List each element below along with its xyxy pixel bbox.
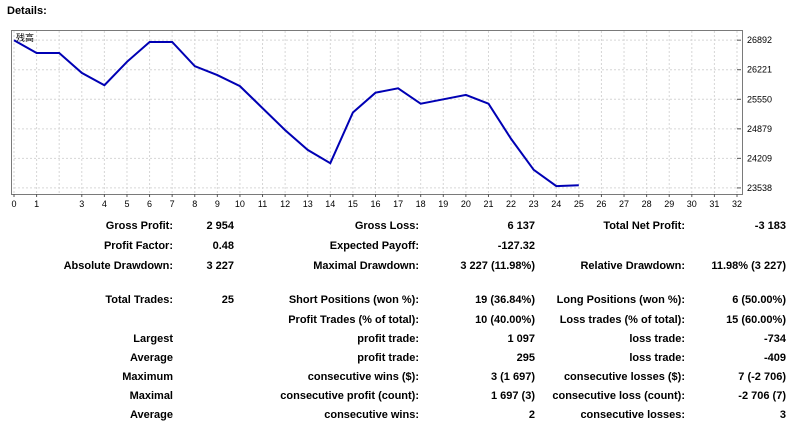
stat-label: Total Trades: [105, 294, 173, 306]
stat-label: Profit Trades (% of total): [288, 314, 419, 326]
stat-value: 7 (-2 706) [738, 371, 786, 383]
chart-grid-horizontal [14, 39, 737, 189]
x-tick-label: 18 [416, 199, 426, 209]
stat-value: -2 706 (7) [738, 390, 786, 402]
stat-label: Loss trades (% of total): [559, 314, 685, 326]
x-tick-label: 29 [664, 199, 674, 209]
x-tick-label: 19 [438, 199, 448, 209]
details-title: Details: [7, 5, 47, 17]
stat-value: -127.32 [497, 240, 535, 252]
x-tick-label: 24 [551, 199, 561, 209]
stat-value: 295 [516, 352, 535, 364]
x-tick-label: 13 [303, 199, 313, 209]
x-tick-label: 25 [574, 199, 584, 209]
x-tick-label: 0 [11, 199, 16, 209]
y-tick-label: 24209 [747, 153, 772, 163]
x-tick-label: 32 [732, 199, 742, 209]
x-tick-label: 21 [483, 199, 493, 209]
stat-label: Total Net Profit: [603, 220, 685, 232]
x-tick-label: 15 [348, 199, 358, 209]
x-tick-label: 4 [102, 199, 107, 209]
chart-grid-vertical [13, 31, 738, 194]
stat-label: Maximum [122, 371, 173, 383]
stat-value: 19 (36.84%) [475, 294, 535, 306]
y-tick-label: 24879 [747, 124, 772, 134]
stat-label: consecutive loss (count): [552, 390, 685, 402]
x-tick-label: 8 [192, 199, 197, 209]
x-tick-label: 23 [529, 199, 539, 209]
stat-label: Maximal Drawdown: [313, 260, 419, 272]
x-tick-label: 28 [642, 199, 652, 209]
x-tick-label: 20 [461, 199, 471, 209]
y-tick-label: 23538 [747, 183, 772, 193]
stat-value: -409 [763, 352, 786, 364]
stat-label: consecutive losses: [580, 409, 685, 421]
stat-value: 15 (60.00%) [726, 314, 786, 326]
stat-value: 2 954 [206, 220, 234, 232]
stat-value: 11.98% (3 227) [711, 260, 786, 272]
stat-value: 3 (1 697) [490, 371, 535, 383]
x-tick-label: 30 [687, 199, 697, 209]
stat-label: loss trade: [629, 333, 685, 345]
x-tick-label: 22 [506, 199, 516, 209]
stat-label: Average [129, 409, 173, 421]
stat-label: Long Positions (won %): [556, 294, 685, 306]
y-tick-label: 26892 [747, 35, 772, 45]
x-tick-label: 5 [124, 199, 129, 209]
stat-value: 25 [221, 294, 234, 306]
stat-label: profit trade: [357, 352, 419, 364]
y-axis-ticks: 23538 24209 24879 25550 26221 26892 [737, 35, 772, 193]
stat-label: Short Positions (won %): [288, 294, 419, 306]
stat-label: Absolute Drawdown: [63, 260, 173, 272]
stat-value: -3 183 [754, 220, 786, 232]
stat-label: Gross Loss: [354, 220, 419, 232]
stat-label: consecutive profit (count): [280, 390, 419, 402]
stat-label: consecutive wins ($): [307, 371, 419, 383]
x-tick-label: 31 [709, 199, 719, 209]
stat-label: Expected Payoff: [329, 240, 419, 252]
x-axis-ticks: 0 1 3 4 5 6 7 8 9 10 11 12 13 14 15 16 17 18 19 20 21 22 23 24 2… [11, 194, 742, 209]
y-tick-label: 25550 [747, 94, 772, 104]
stat-label: Average [129, 352, 173, 364]
stat-label: profit trade: [357, 333, 419, 345]
stat-value: 3 227 [206, 260, 234, 272]
x-tick-label: 17 [393, 199, 403, 209]
stat-value: 3 [779, 409, 786, 421]
y-tick-label: 26221 [747, 65, 772, 75]
stat-value: 0.48 [212, 240, 234, 252]
stat-label: Largest [133, 333, 173, 345]
stat-label: Relative Drawdown: [580, 260, 685, 272]
x-tick-label: 1 [34, 199, 39, 209]
x-tick-label: 12 [280, 199, 290, 209]
x-tick-label: 6 [147, 199, 152, 209]
x-tick-label: 11 [258, 199, 267, 209]
x-tick-label: 14 [325, 199, 335, 209]
stat-value: 6 137 [507, 220, 535, 232]
x-tick-label: 7 [170, 199, 175, 209]
x-tick-label: 27 [619, 199, 629, 209]
stat-label: Gross Profit: [105, 220, 173, 232]
x-tick-label: 26 [596, 199, 606, 209]
stat-value: -734 [763, 333, 786, 345]
stat-label: consecutive losses ($): [563, 371, 685, 383]
x-tick-label: 9 [215, 199, 220, 209]
stat-value: 1 697 (3) [490, 390, 535, 402]
stat-label: loss trade: [629, 352, 685, 364]
balance-series-line [13, 39, 579, 188]
stat-value: 1 097 [507, 333, 535, 345]
stat-value: 10 (40.00%) [475, 314, 535, 326]
stat-label: Profit Factor: [103, 240, 173, 252]
balance-chart: 0 1 3 4 5 6 7 8 9 10 11 12 13 14 15 16 17 18 19 20 21 22 23 24 2… [11, 31, 772, 209]
x-tick-label: 16 [370, 199, 380, 209]
stat-value: 3 227 (11.98%) [460, 260, 535, 272]
x-tick-label: 3 [79, 199, 84, 209]
stat-value: 6 (50.00%) [732, 294, 786, 306]
stat-label: consecutive wins: [324, 409, 419, 421]
stat-label: Maximal [129, 390, 173, 402]
chart-legend-label: 残高 [16, 32, 34, 44]
stat-value: 2 [528, 409, 535, 421]
x-tick-label: 10 [235, 199, 245, 209]
